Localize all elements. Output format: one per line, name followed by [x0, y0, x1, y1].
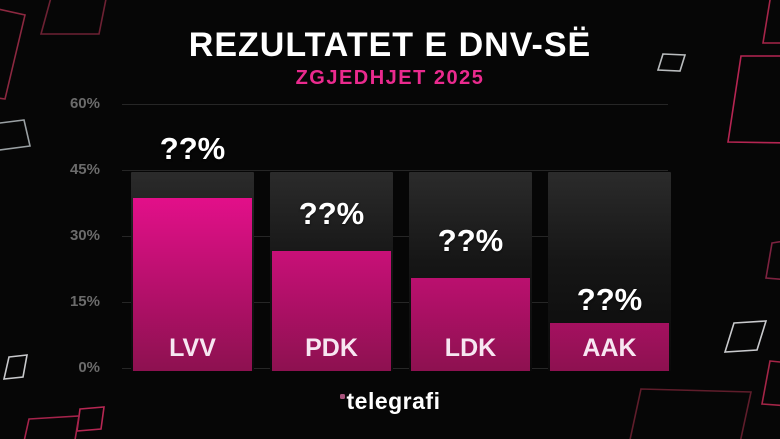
bar: [133, 198, 252, 371]
bar: [411, 278, 530, 371]
gridline-60: [122, 104, 668, 105]
gridline-0: [122, 368, 668, 369]
decor-parallelogram-bottom-left-large: [23, 415, 80, 439]
bar-value-label: ??%: [437, 223, 504, 259]
bar-value-label: ??%: [298, 196, 365, 232]
bar-category-label: LDK: [444, 334, 497, 362]
y-axis-tick: 45%: [69, 161, 100, 178]
logo-text: telegrafi: [346, 388, 441, 414]
decor-parallelogram-left-white: [2, 354, 28, 380]
decor-parallelogram-bottom-right-white: [723, 320, 768, 353]
logo-dot-icon: [339, 394, 345, 399]
decor-parallelogram-right-mid: [765, 240, 780, 280]
y-axis-tick: 15%: [69, 293, 100, 310]
bar-value-label: ??%: [159, 131, 226, 167]
bar-value-label: ??%: [576, 282, 643, 318]
chart-title: REZULTATET E DNV-SË: [188, 26, 592, 64]
gridline-45: [122, 170, 668, 171]
bar-fill: [411, 278, 530, 371]
bar-fill: [133, 198, 252, 371]
bar: [550, 323, 669, 371]
decor-parallelogram-left-gray: [0, 119, 31, 151]
bar: [272, 251, 391, 371]
bar-category-label: AAK: [582, 334, 637, 362]
telegrafi-logo: telegrafi: [0, 388, 780, 415]
y-axis-tick: 30%: [69, 227, 100, 244]
gridline-30: [122, 236, 668, 237]
gridline-15: [122, 302, 668, 303]
chart-subtitle: ZGJEDHJET 2025: [295, 67, 485, 89]
bar-category-label: LVV: [169, 334, 216, 362]
y-axis-tick: 0%: [78, 359, 100, 376]
bar-category-label: PDK: [305, 334, 358, 362]
y-axis-tick: 60%: [69, 95, 100, 112]
bar-fill: [272, 251, 391, 371]
bar-fill: [550, 323, 669, 371]
